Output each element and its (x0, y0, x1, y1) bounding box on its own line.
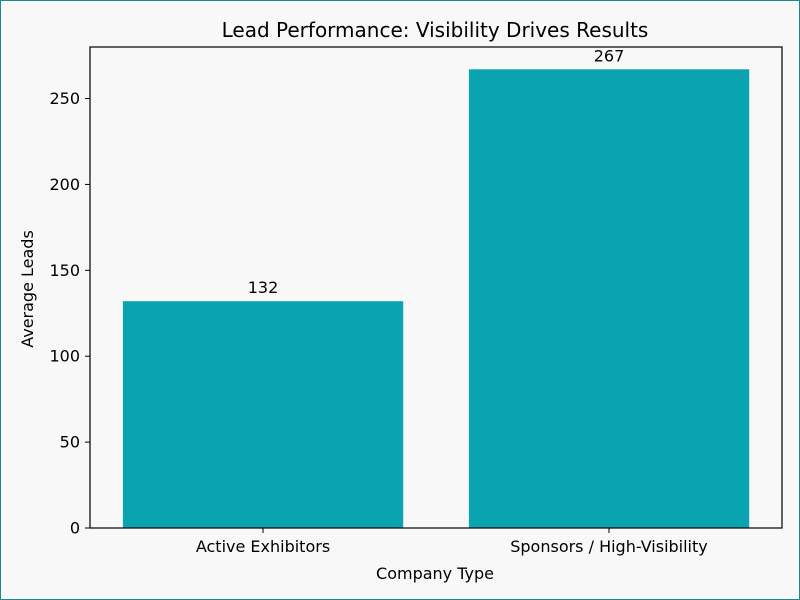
data-label: 267 (594, 46, 625, 65)
plot-area: 132 Active Exhibitors 267 Sponsors / High-V… (49, 46, 783, 556)
x-axis-label: Company Type (376, 564, 494, 583)
x-tick-label: Sponsors / High-Visibility (510, 537, 708, 556)
x-tick-label: Active Exhibitors (196, 537, 330, 556)
y-tick-label: 100 (49, 347, 80, 366)
y-tick-label: 50 (60, 433, 80, 452)
chart-title: Lead Performance: Visibility Drives Resu… (222, 18, 649, 42)
y-tick-label: 250 (49, 89, 80, 108)
bar-1 (468, 69, 750, 529)
axes-frame (89, 46, 783, 529)
y-tick-label: 200 (49, 175, 80, 194)
data-label: 132 (248, 278, 279, 297)
y-tick-label: 150 (49, 261, 80, 280)
bar-0 (122, 301, 404, 528)
y-tick-label: 0 (70, 519, 80, 538)
y-axis-label: Average Leads (18, 230, 37, 348)
